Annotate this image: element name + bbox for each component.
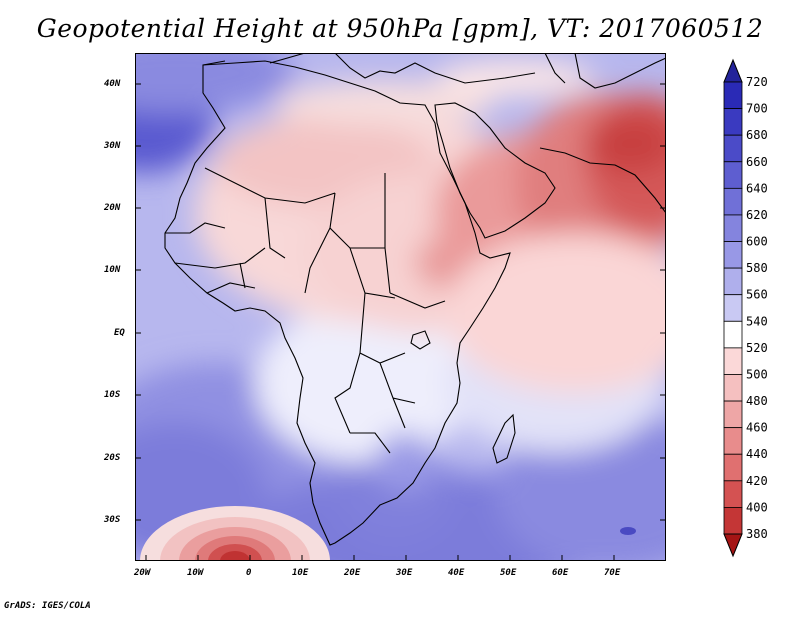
colorbar-swatch xyxy=(723,241,743,269)
colorbar-level-label: 580 xyxy=(746,261,768,275)
lon-label-50e: 50E xyxy=(500,568,517,578)
colorbar-swatch xyxy=(723,374,743,402)
lon-label-20e: 20E xyxy=(344,568,361,578)
colorbar-swatch xyxy=(723,267,743,296)
lon-label-30e: 30E xyxy=(396,568,413,578)
coastlines xyxy=(164,53,666,546)
colorbar-swatch xyxy=(723,453,743,482)
colorbar-level-label: 480 xyxy=(746,394,768,408)
colorbar-level-label: 500 xyxy=(746,367,768,381)
colorbar-bottom-triangle xyxy=(723,533,743,558)
lon-label-40e: 40E xyxy=(448,568,465,578)
colorbar-top-triangle xyxy=(723,58,743,83)
colorbar-level-label: 700 xyxy=(746,102,768,116)
colorbar-swatch xyxy=(723,214,743,242)
colorbar-swatch xyxy=(723,108,743,136)
lat-label-20s: 20S xyxy=(104,453,121,463)
colorbar-swatch xyxy=(723,347,743,375)
lat-label-40n: 40N xyxy=(104,79,121,89)
lon-label-60e: 60E xyxy=(552,568,569,578)
grads-credit: GrADS: IGES/COLA xyxy=(4,601,91,611)
lat-label-30n: 30N xyxy=(104,141,121,151)
lat-label-10s: 10S xyxy=(104,390,121,400)
colorbar-level-label: 620 xyxy=(746,208,768,222)
colorbar-swatch xyxy=(723,134,743,163)
lat-label-10n: 10N xyxy=(104,265,121,275)
height-field xyxy=(135,53,666,561)
colorbar-swatch xyxy=(723,480,743,508)
colorbar-level-label: 540 xyxy=(746,314,768,328)
colorbar-level-label: 400 xyxy=(746,500,768,514)
lat-label-eq: EQ xyxy=(114,328,125,338)
lon-label-10e: 10E xyxy=(292,568,309,578)
lon-label-10w: 10W xyxy=(187,568,204,578)
colorbar-swatch xyxy=(723,427,743,455)
plot-title: Geopotential Height at 950hPa [gpm], VT:… xyxy=(36,14,764,43)
colorbar: 720 700 680 660 640 620 600 580 560 540 520 500 480 4… xyxy=(723,58,768,558)
colorbar-level-label: 440 xyxy=(746,447,768,461)
lon-label-0: 0 xyxy=(246,568,252,578)
colorbar-level-label: 720 xyxy=(746,75,768,89)
colorbar-level-label: 600 xyxy=(746,235,768,249)
colorbar-swatch xyxy=(723,507,743,535)
colorbar-swatch xyxy=(723,320,743,349)
colorbar-level-label: 560 xyxy=(746,288,768,302)
colorbar-swatch xyxy=(723,294,743,322)
colorbar-swatch xyxy=(723,187,743,216)
colorbar-swatch xyxy=(723,400,743,429)
colorbar-level-label: 520 xyxy=(746,341,768,355)
colorbar-level-label: 460 xyxy=(746,421,768,435)
map-border xyxy=(135,53,666,561)
colorbar-level-label: 680 xyxy=(746,128,768,142)
lat-axis xyxy=(135,83,666,521)
south-atlantic-low xyxy=(140,506,330,561)
colorbar-level-label: 640 xyxy=(746,181,768,195)
lon-label-20w: 20W xyxy=(134,568,151,578)
lon-axis-ticks xyxy=(145,555,615,561)
lat-label-20n: 20N xyxy=(104,203,121,213)
map-panel xyxy=(135,53,666,561)
colorbar-level-label: 660 xyxy=(746,155,768,169)
colorbar-swatch xyxy=(723,81,743,109)
lon-label-70e: 70E xyxy=(604,568,621,578)
colorbar-swatch xyxy=(723,161,743,189)
lat-label-30s: 30S xyxy=(104,515,121,525)
colorbar-level-label: 420 xyxy=(746,474,768,488)
colorbar-level-label: 380 xyxy=(746,527,768,541)
